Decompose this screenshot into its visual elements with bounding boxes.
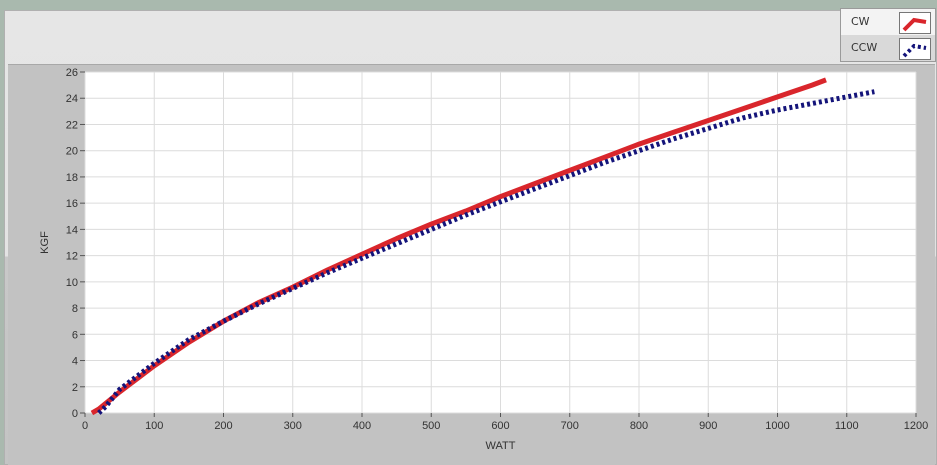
- x-axis-title: WATT: [486, 440, 516, 452]
- plot-legend[interactable]: CW CCW: [840, 8, 936, 62]
- legend-swatch-ccw: [899, 38, 931, 60]
- legend-label-ccw: CCW: [851, 41, 878, 54]
- x-tick-label: 800: [630, 420, 648, 432]
- series-lines: [90, 77, 875, 416]
- x-tick-label: 600: [491, 420, 509, 432]
- x-tick-label: 700: [561, 420, 579, 432]
- legend-line-cw: [902, 17, 927, 32]
- legend-item-ccw[interactable]: CCW: [841, 35, 935, 61]
- dotted-line-icon: [902, 43, 927, 58]
- y-tick-label: 6: [72, 329, 78, 341]
- x-tick-label: 0: [82, 420, 88, 432]
- x-tick-label: 400: [353, 420, 371, 432]
- y-tick-label: 0: [72, 408, 78, 420]
- legend-line-ccw: [902, 43, 927, 58]
- y-tick-label: 14: [66, 224, 78, 236]
- y-tick-label: 8: [72, 303, 78, 315]
- x-tick-label: 1000: [765, 420, 789, 432]
- x-tick-label: 500: [422, 420, 440, 432]
- x-tick-label: 1200: [904, 420, 928, 432]
- y-tick-label: 22: [66, 119, 78, 131]
- x-tick-label: 900: [699, 420, 717, 432]
- y-tick-label: 26: [66, 67, 78, 79]
- y-tick-label: 16: [66, 198, 78, 210]
- legend-swatch-cw: [899, 12, 931, 34]
- x-tick-label: 300: [284, 420, 302, 432]
- axis-ticks: 0 100 200 300 400 500 600 700 800 900 1000 1100 1200…: [66, 67, 928, 432]
- x-tick-label: 1100: [835, 420, 859, 432]
- y-tick-label: 12: [66, 251, 78, 263]
- y-tick-label: 4: [72, 356, 78, 368]
- series-line-ccw: [97, 89, 875, 415]
- x-tick-label: 100: [145, 420, 163, 432]
- x-tick-label: 200: [214, 420, 232, 432]
- y-tick-label: 20: [66, 146, 78, 158]
- y-tick-label: 10: [66, 277, 78, 289]
- y-tick-label: 24: [66, 93, 78, 105]
- y-tick-label: 18: [66, 172, 78, 184]
- legend-item-cw[interactable]: CW: [841, 9, 935, 35]
- y-tick-label: 2: [72, 382, 78, 394]
- solid-line-icon: [902, 17, 927, 32]
- legend-label-cw: CW: [851, 15, 870, 28]
- y-axis-title: KGF: [39, 231, 51, 254]
